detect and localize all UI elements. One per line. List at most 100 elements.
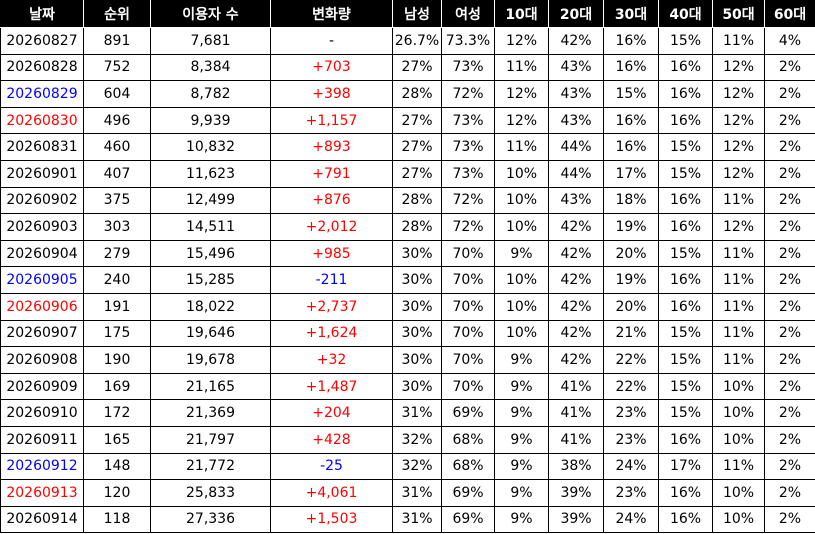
table-cell: 42% <box>548 213 604 241</box>
table-cell: 604 <box>83 80 151 108</box>
table-cell: 2% <box>764 346 815 374</box>
change-cell: +204 <box>270 399 393 427</box>
table-cell: 27,336 <box>150 505 271 534</box>
table-row: 20260913 120 25,833 +4,061 31% 69% 9% 39% 23% 16%… <box>0 479 815 507</box>
table-cell: 240 <box>83 266 151 294</box>
header-cell: 30대 <box>603 0 659 28</box>
table-cell: 23% <box>603 425 659 454</box>
table-cell: 11% <box>712 239 765 268</box>
table-row: 20260904 279 15,496 +985 30% 70% 9% 42% 20% 15% 11… <box>0 239 815 268</box>
header-cell: 50대 <box>712 0 765 28</box>
change-cell: +428 <box>270 425 393 454</box>
date-cell: 20260907 <box>0 319 84 348</box>
date-cell: 20260910 <box>0 399 84 427</box>
table-cell: 9,939 <box>150 106 271 135</box>
table-cell: 39% <box>548 505 604 534</box>
table-cell: 10% <box>712 372 765 401</box>
table-cell: 10% <box>494 292 549 321</box>
table-cell: 73% <box>441 106 495 135</box>
date-cell: 20260831 <box>0 133 84 161</box>
table-cell: 16% <box>658 266 713 294</box>
table-cell: 18,022 <box>150 292 271 321</box>
table-cell: 41% <box>548 372 604 401</box>
table-cell: 24% <box>603 452 659 481</box>
table-cell: 148 <box>83 452 151 481</box>
table-cell: 496 <box>83 106 151 135</box>
table-cell: 16% <box>603 106 659 135</box>
table-cell: 69% <box>441 505 495 534</box>
table-cell: 8,782 <box>150 80 271 108</box>
table-cell: 10% <box>712 399 765 427</box>
date-cell: 20260914 <box>0 505 84 534</box>
table-cell: 72% <box>441 213 495 241</box>
table-cell: 165 <box>83 425 151 454</box>
table-cell: 68% <box>441 452 495 481</box>
table-cell: 15,285 <box>150 266 271 294</box>
table-cell: 2% <box>764 106 815 135</box>
table-cell: 16% <box>658 186 713 215</box>
table-cell: 21,165 <box>150 372 271 401</box>
header-cell: 날짜 <box>0 0 84 28</box>
table-cell: 25,833 <box>150 479 271 507</box>
table-row: 20260910 172 21,369 +204 31% 69% 9% 41% 23% 15% 10… <box>0 399 815 427</box>
table-cell: 28% <box>392 213 442 241</box>
table-cell: 42% <box>548 266 604 294</box>
table-cell: 72% <box>441 80 495 108</box>
table-cell: 12% <box>494 27 549 55</box>
table-cell: 8,384 <box>150 53 271 82</box>
date-cell: 20260908 <box>0 346 84 374</box>
table-cell: 2% <box>764 239 815 268</box>
table-cell: 70% <box>441 292 495 321</box>
table-cell: 38% <box>548 452 604 481</box>
change-cell: +398 <box>270 80 393 108</box>
table-cell: 16% <box>658 53 713 82</box>
table-cell: 31% <box>392 479 442 507</box>
table-cell: 15% <box>603 80 659 108</box>
table-cell: 69% <box>441 479 495 507</box>
table-cell: 70% <box>441 319 495 348</box>
table-row: 20260903 303 14,511 +2,012 28% 72% 10% 42% 19% 16… <box>0 213 815 241</box>
change-cell: +1,487 <box>270 372 393 401</box>
table-cell: 11% <box>712 319 765 348</box>
table-cell: 2% <box>764 159 815 188</box>
table-cell: 27% <box>392 106 442 135</box>
header-row: 날짜 순위 이용자 수 변화량 남성 여성 10대 20대 30대 40대 50대 60대 <box>0 0 815 28</box>
table-cell: 118 <box>83 505 151 534</box>
table-cell: 11% <box>712 186 765 215</box>
table-cell: 2% <box>764 452 815 481</box>
table-cell: 28% <box>392 186 442 215</box>
table-cell: 70% <box>441 346 495 374</box>
table-cell: 16% <box>658 425 713 454</box>
table-cell: 42% <box>548 292 604 321</box>
table-cell: 68% <box>441 425 495 454</box>
table-cell: 20% <box>603 239 659 268</box>
change-cell: +876 <box>270 186 393 215</box>
table-cell: 16% <box>658 80 713 108</box>
date-cell: 20260903 <box>0 213 84 241</box>
table-cell: 12% <box>712 53 765 82</box>
table-cell: 11% <box>712 266 765 294</box>
table-cell: 19,646 <box>150 319 271 348</box>
table-cell: 30% <box>392 239 442 268</box>
change-cell: +791 <box>270 159 393 188</box>
table-row: 20260911 165 21,797 +428 32% 68% 9% 41% 23% 16% 10… <box>0 425 815 454</box>
table-cell: 9% <box>494 346 549 374</box>
date-cell: 20260902 <box>0 186 84 215</box>
table-row: 20260905 240 15,285 -211 30% 70% 10% 42% 19% 16% 1… <box>0 266 815 294</box>
header-cell: 20대 <box>548 0 604 28</box>
table-cell: 172 <box>83 399 151 427</box>
table-cell: 12% <box>712 213 765 241</box>
table-cell: 279 <box>83 239 151 268</box>
table-cell: 18% <box>603 186 659 215</box>
header-cell: 여성 <box>441 0 495 28</box>
table-cell: 891 <box>83 27 151 55</box>
table-cell: 16% <box>658 479 713 507</box>
table-cell: 39% <box>548 479 604 507</box>
table-cell: 11% <box>712 292 765 321</box>
table-cell: 2% <box>764 505 815 534</box>
table-cell: 9% <box>494 452 549 481</box>
table-cell: 15% <box>658 399 713 427</box>
change-cell: +2,012 <box>270 213 393 241</box>
table-cell: 10% <box>712 479 765 507</box>
